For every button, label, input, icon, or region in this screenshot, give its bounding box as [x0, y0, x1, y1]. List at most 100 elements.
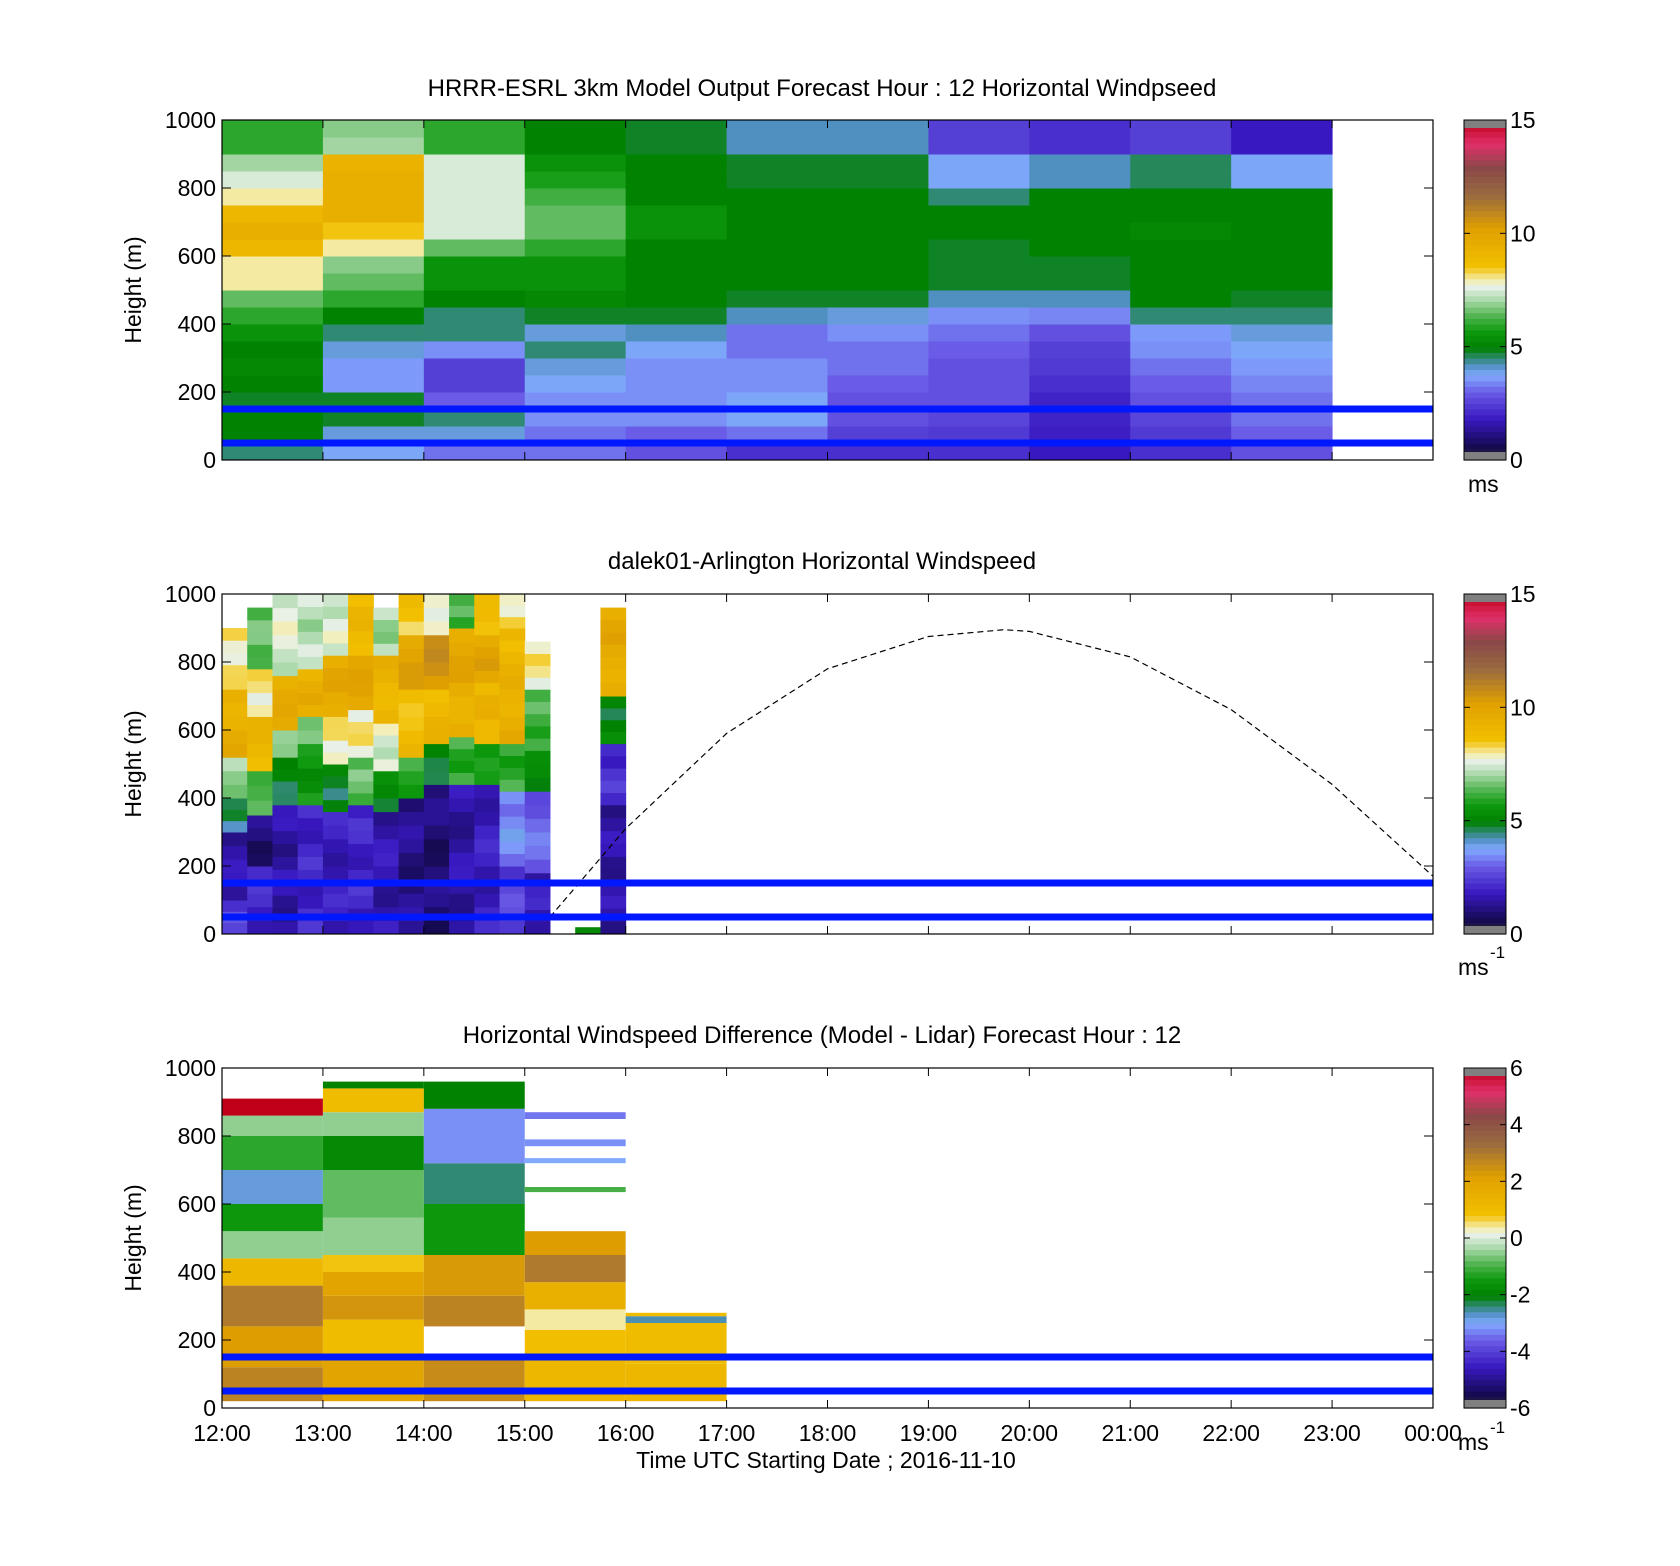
lidar-cell [247, 770, 273, 787]
heatmap-cell [1029, 409, 1131, 427]
heatmap-cell [928, 222, 1030, 240]
colorbar-swatch [1464, 352, 1506, 359]
lidar-cell [322, 655, 349, 668]
colorbar-swatch [1464, 888, 1506, 895]
heatmap-cell [928, 137, 1030, 155]
heatmap-cell [524, 171, 627, 189]
heatmap-cell [322, 324, 425, 342]
lidar-windspeed-panel: dalek01-Arlington Horizontal Windspeed H… [120, 548, 1536, 980]
heatmap-cell [827, 273, 929, 291]
difference-cell [322, 1357, 424, 1402]
lidar-cell [600, 668, 627, 683]
y-tick-label: 1000 [165, 581, 216, 607]
colorbar: 0 5 10 15 [1463, 581, 1536, 947]
heatmap-cell [625, 171, 728, 189]
lidar-cell [499, 841, 526, 855]
lidar-cell [348, 921, 374, 935]
colorbar-swatch [1464, 826, 1506, 833]
colorbar-swatch [1464, 633, 1506, 640]
colorbar-swatch [1464, 877, 1506, 884]
colorbar-swatch [1464, 1187, 1506, 1194]
lidar-cell [348, 869, 374, 883]
difference-cell [322, 1319, 424, 1357]
lidar-cell [297, 594, 324, 607]
lidar-cell [348, 830, 374, 845]
heatmap-cell [322, 222, 425, 240]
difference-cell [423, 1081, 525, 1109]
lidar-cell [373, 758, 400, 772]
lidar-cell [600, 696, 627, 709]
colorbar-swatch [1464, 1323, 1506, 1330]
lidar-cell [222, 652, 248, 666]
heatmap-cell [827, 256, 929, 274]
lidar-cell [499, 893, 526, 908]
lidar-cell [449, 798, 475, 813]
heatmap-cell [222, 154, 324, 172]
colorbar-tick-label: 0 [1510, 921, 1523, 947]
lidar-cell [222, 784, 248, 799]
lidar-cell [373, 866, 400, 881]
lidar-cell [373, 709, 400, 724]
lidar-cell [499, 663, 526, 677]
heatmap-cell [1231, 137, 1333, 155]
colorbar-swatch [1464, 205, 1506, 212]
heatmap-cell [222, 324, 324, 342]
heatmap-cell [827, 409, 929, 427]
heatmap-cell [423, 443, 526, 461]
heatmap-cell [1130, 154, 1232, 172]
lidar-cell [222, 859, 248, 874]
heatmap-cell [726, 256, 828, 274]
lidar-cell [272, 662, 299, 677]
colorbar-swatch [1464, 437, 1506, 444]
lidar-cell [373, 784, 400, 799]
y-tick-label: 200 [178, 1327, 216, 1353]
lidar-cell [423, 702, 450, 717]
lidar-cell [474, 784, 501, 799]
colorbar-swatch [1464, 284, 1506, 291]
lidar-cell [474, 811, 501, 826]
colorbar-swatch [1464, 182, 1506, 189]
heatmap-cell [625, 154, 728, 172]
colorbar-swatch [1464, 210, 1506, 217]
lidar-cell [272, 757, 299, 770]
colorbar-swatch [1464, 1181, 1506, 1188]
heatmap-cell [1231, 341, 1333, 359]
colorbar-swatch [1464, 894, 1506, 901]
colorbar-swatch [1464, 849, 1506, 856]
lidar-cell [449, 772, 475, 785]
lidar-cell [600, 743, 627, 757]
colorbar-swatch [1464, 346, 1506, 353]
lidar-cell [499, 743, 526, 756]
colorbar-swatch [1464, 1277, 1506, 1284]
colorbar-swatch [1464, 380, 1506, 387]
model-panel-title: HRRR-ESRL 3km Model Output Forecast Hour… [428, 75, 1217, 102]
lidar-cell [524, 832, 551, 847]
heatmap-cell [222, 256, 324, 274]
lidar-cell [247, 840, 273, 854]
lidar-cell [524, 777, 551, 792]
lidar-cell [524, 653, 551, 666]
colorbar-swatch [1464, 622, 1506, 629]
heatmap-cell [726, 307, 828, 325]
heatmap-cell [423, 273, 526, 291]
heatmap-cell [625, 392, 728, 410]
heatmap-cell [1231, 273, 1333, 291]
colorbar-swatch [1464, 650, 1506, 657]
heatmap-cell [1231, 205, 1333, 223]
heatmap-cell [322, 239, 425, 257]
lidar-cell [474, 594, 501, 609]
colorbar-swatch [1464, 628, 1506, 635]
heatmap-cell [827, 341, 929, 359]
colorbar: 0 5 10 15 [1463, 107, 1536, 473]
lidar-cell [297, 768, 324, 781]
colorbar-swatch [1464, 911, 1506, 918]
heatmap-cell [1130, 324, 1232, 342]
lidar-cell [247, 716, 273, 731]
lidar-cell [272, 702, 299, 717]
heatmap-cell [827, 324, 929, 342]
heatmap-cell [1029, 426, 1131, 444]
colorbar-swatch [1464, 883, 1506, 890]
lidar-cell [423, 920, 450, 935]
colorbar-swatch [1464, 1079, 1506, 1086]
heatmap-cell [322, 307, 425, 325]
